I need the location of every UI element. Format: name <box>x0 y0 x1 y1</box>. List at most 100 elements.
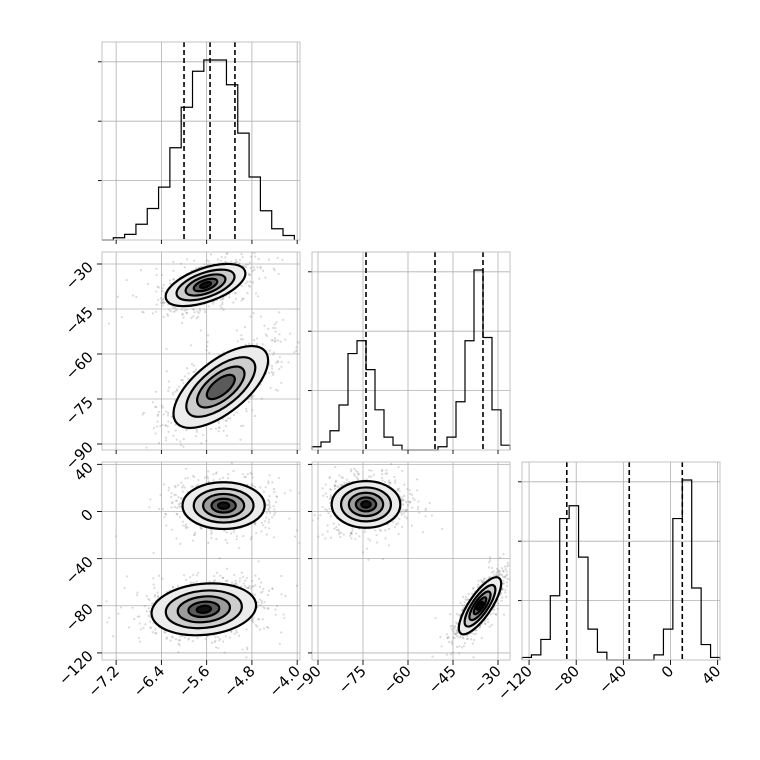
sample-point <box>312 519 314 522</box>
sample-point <box>221 577 224 580</box>
sample-point <box>208 580 211 583</box>
sample-point <box>244 579 247 582</box>
sample-point <box>235 329 238 332</box>
sample-point <box>267 518 271 521</box>
sample-point <box>278 642 281 645</box>
sample-point <box>159 297 163 300</box>
sample-point <box>257 257 260 261</box>
sample-point <box>221 301 224 304</box>
sample-point <box>458 614 461 617</box>
sample-point <box>206 341 209 344</box>
sample-point <box>186 526 189 529</box>
sample-point <box>441 527 444 531</box>
sample-point <box>184 523 188 526</box>
sample-point <box>400 513 404 516</box>
sample-point <box>272 351 276 354</box>
sample-point <box>217 421 220 425</box>
sample-point <box>260 315 263 318</box>
sample-point <box>397 532 400 536</box>
sample-point <box>250 619 253 623</box>
sample-point <box>182 484 185 487</box>
sample-point <box>453 627 456 630</box>
sample-point <box>258 618 261 621</box>
sample-point <box>337 523 341 526</box>
sample-point <box>214 639 217 642</box>
sample-point <box>248 285 252 288</box>
sample-point <box>207 260 211 263</box>
sample-point <box>187 637 191 640</box>
sample-point <box>261 618 264 621</box>
sample-point <box>238 580 241 583</box>
mode-1 <box>172 344 270 430</box>
sample-point <box>215 537 218 541</box>
sample-point <box>370 475 373 478</box>
sample-point <box>280 593 283 596</box>
contour-line-3 <box>210 497 237 514</box>
sample-point <box>295 349 298 352</box>
sample-point <box>324 483 327 486</box>
sample-point <box>167 380 170 383</box>
sample-point <box>401 498 404 502</box>
sample-point <box>247 342 251 345</box>
sample-point <box>450 628 453 631</box>
sample-point <box>162 301 166 304</box>
sample-point <box>170 415 173 418</box>
sample-point <box>169 639 172 642</box>
sample-point <box>247 400 250 404</box>
sample-point <box>189 581 192 584</box>
sample-point <box>242 535 245 538</box>
sample-point <box>321 533 324 536</box>
sample-point <box>159 424 162 428</box>
sample-point <box>350 537 353 540</box>
sample-point <box>295 346 298 349</box>
sample-point <box>387 527 391 530</box>
sample-point <box>230 630 233 633</box>
sample-point <box>337 485 340 488</box>
panel-frame <box>101 251 301 451</box>
sample-point <box>326 495 329 498</box>
sample-point <box>251 579 254 582</box>
sample-point <box>484 622 487 625</box>
sample-point <box>193 370 196 373</box>
sample-point <box>506 573 509 576</box>
sample-point <box>215 472 218 475</box>
sample-point <box>396 522 399 525</box>
sample-point <box>253 414 257 418</box>
sample-point <box>157 298 160 301</box>
contour-line-1 <box>192 487 255 524</box>
sample-point <box>268 511 272 514</box>
sample-point <box>251 619 254 622</box>
sample-point <box>171 501 174 504</box>
sample-point <box>221 298 224 301</box>
sample-point <box>271 353 275 356</box>
sample-point <box>280 360 283 364</box>
histogram-step-1 <box>311 269 511 451</box>
sample-point <box>411 497 415 500</box>
sample-point <box>525 557 527 559</box>
sample-point <box>272 371 275 375</box>
sample-point <box>358 535 361 538</box>
sample-point <box>263 520 267 523</box>
sample-point <box>158 507 161 510</box>
sample-point <box>259 265 262 268</box>
sample-point <box>239 577 242 580</box>
sample-point <box>281 318 285 321</box>
sample-point <box>404 500 408 503</box>
sample-point <box>177 495 180 499</box>
sample-point <box>262 490 266 494</box>
sample-point <box>160 404 163 407</box>
sample-point <box>421 531 425 534</box>
panel-frame <box>101 41 301 241</box>
sample-point <box>186 258 189 261</box>
sample-point <box>260 602 263 605</box>
sample-point <box>500 567 504 570</box>
sample-point <box>340 484 343 487</box>
sample-point <box>193 311 196 314</box>
sample-point <box>197 479 200 482</box>
sample-point <box>225 434 228 437</box>
sample-point <box>506 561 509 565</box>
sample-point <box>355 532 358 535</box>
sample-point <box>157 574 161 577</box>
sample-point <box>354 469 358 472</box>
contour-line-4 <box>198 281 213 289</box>
